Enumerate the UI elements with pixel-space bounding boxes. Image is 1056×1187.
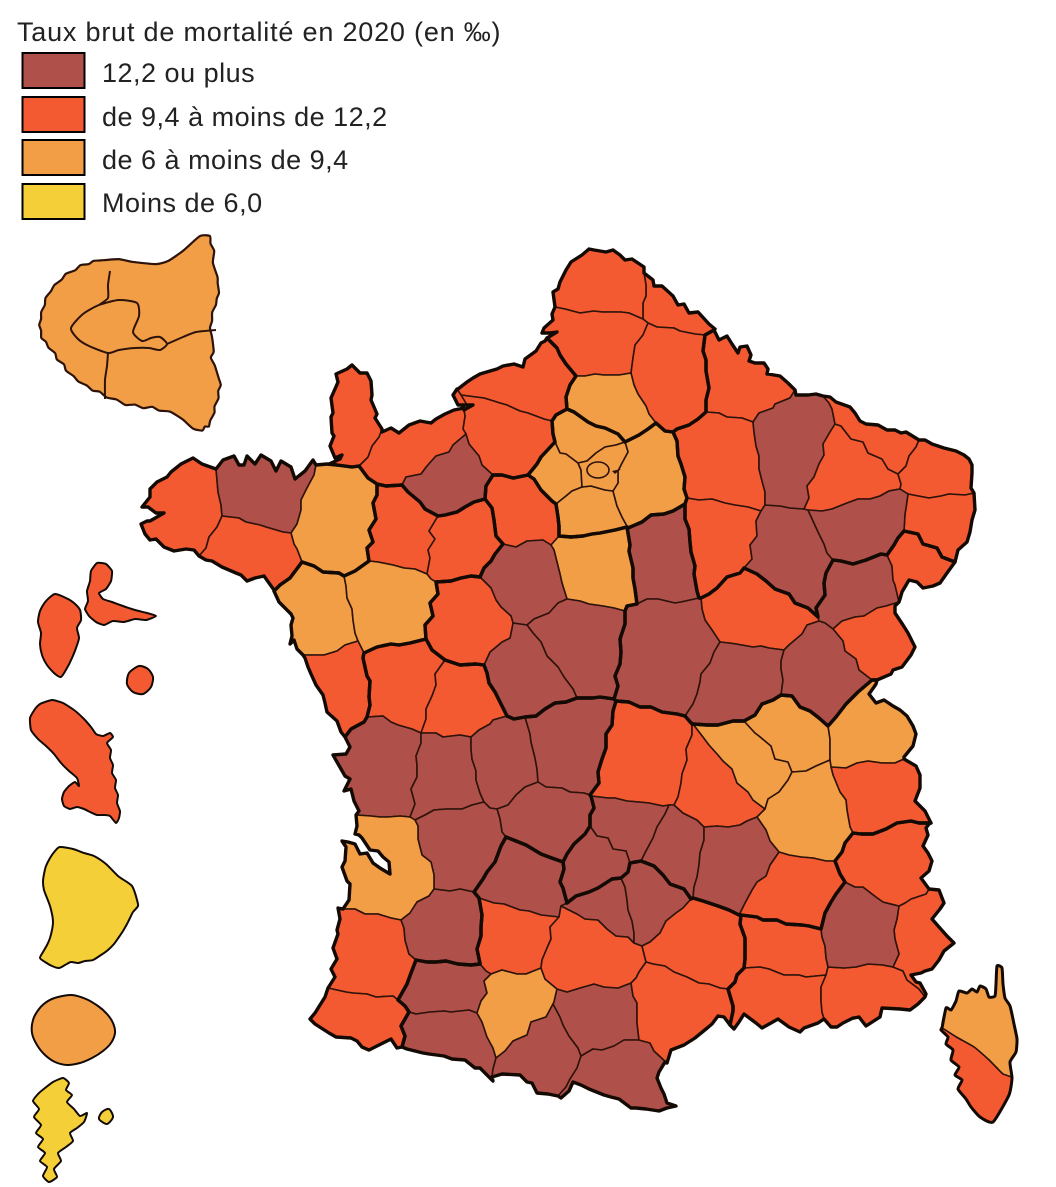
- svg-text:de 6 à moins de 9,4: de 6 à moins de 9,4: [102, 145, 349, 175]
- svg-text:Taux brut de mortalité en 2020: Taux brut de mortalité en 2020 (en ‰): [17, 17, 501, 47]
- svg-text:Moins de 6,0: Moins de 6,0: [102, 188, 263, 218]
- svg-text:de 9,4 à moins de 12,2: de 9,4 à moins de 12,2: [102, 102, 388, 132]
- svg-text:12,2 ou plus: 12,2 ou plus: [102, 58, 255, 88]
